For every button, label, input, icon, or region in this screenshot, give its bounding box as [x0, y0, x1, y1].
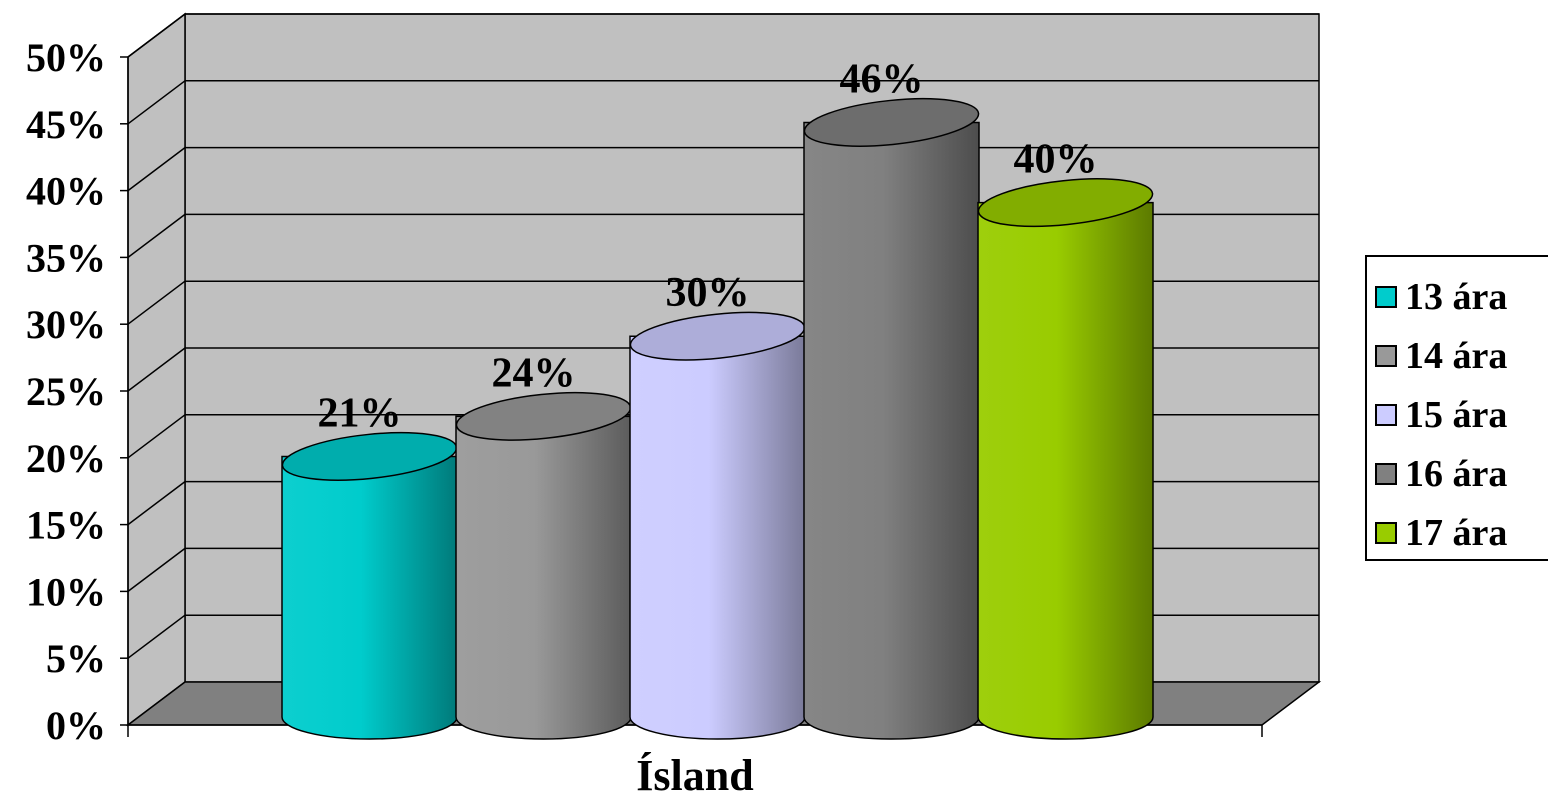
y-tick-label: 25% — [26, 369, 106, 414]
bar-15-ára — [629, 335, 806, 740]
y-tick-label: 35% — [26, 235, 106, 280]
data-label: 21% — [318, 390, 402, 436]
y-tick-label: 45% — [26, 102, 106, 147]
gridline-side — [127, 347, 186, 392]
legend-item: 17 ára — [1375, 512, 1508, 554]
y-tick-label: 40% — [26, 169, 106, 214]
legend-swatch — [1375, 463, 1397, 485]
legend-label: 15 ára — [1405, 394, 1508, 436]
bar-17-ára — [977, 201, 1154, 740]
bar-top — [803, 97, 980, 147]
legend-swatch — [1375, 286, 1397, 308]
y-tick-label: 0% — [46, 703, 106, 748]
gridline-side — [127, 13, 186, 58]
legend-swatch — [1375, 404, 1397, 426]
legend-item: 14 ára — [1375, 335, 1508, 377]
data-label: 24% — [492, 350, 576, 396]
gridline-side — [127, 280, 186, 325]
gridline-side — [127, 80, 186, 125]
data-label: 40% — [1014, 137, 1098, 183]
y-tick-label: 5% — [46, 636, 106, 681]
y-tick-label: 15% — [26, 503, 106, 548]
legend-label: 16 ára — [1405, 453, 1508, 495]
data-label: 30% — [666, 270, 750, 316]
y-tick-label: 30% — [26, 302, 106, 347]
x-category-label: Ísland — [636, 751, 753, 795]
bar-14-ára — [455, 415, 632, 740]
y-tick-label: 20% — [26, 436, 106, 481]
legend-item: 15 ára — [1375, 394, 1508, 436]
gridline-side — [127, 147, 186, 192]
gridline-side — [127, 547, 186, 592]
legend-item: 13 ára — [1375, 276, 1508, 318]
legend-label: 14 ára — [1405, 335, 1508, 377]
bar-16-ára — [803, 121, 980, 740]
bar-top — [977, 178, 1154, 228]
data-label: 46% — [840, 56, 924, 102]
y-tick-label: 50% — [26, 35, 106, 80]
y-tick-label: 10% — [26, 569, 106, 614]
legend-swatch — [1375, 522, 1397, 544]
legend-label: 13 ára — [1405, 276, 1508, 318]
gridline-side — [127, 481, 186, 526]
gridline-side — [127, 213, 186, 258]
bar-13-ára — [281, 455, 458, 740]
chart-legend: 13 ára 14 ára 15 ára 16 ára 17 ára — [1365, 255, 1548, 561]
legend-label: 17 ára — [1405, 512, 1508, 554]
gridline-side — [127, 414, 186, 459]
legend-swatch — [1375, 345, 1397, 367]
legend-item: 16 ára — [1375, 453, 1508, 495]
gridline-side — [127, 614, 186, 659]
